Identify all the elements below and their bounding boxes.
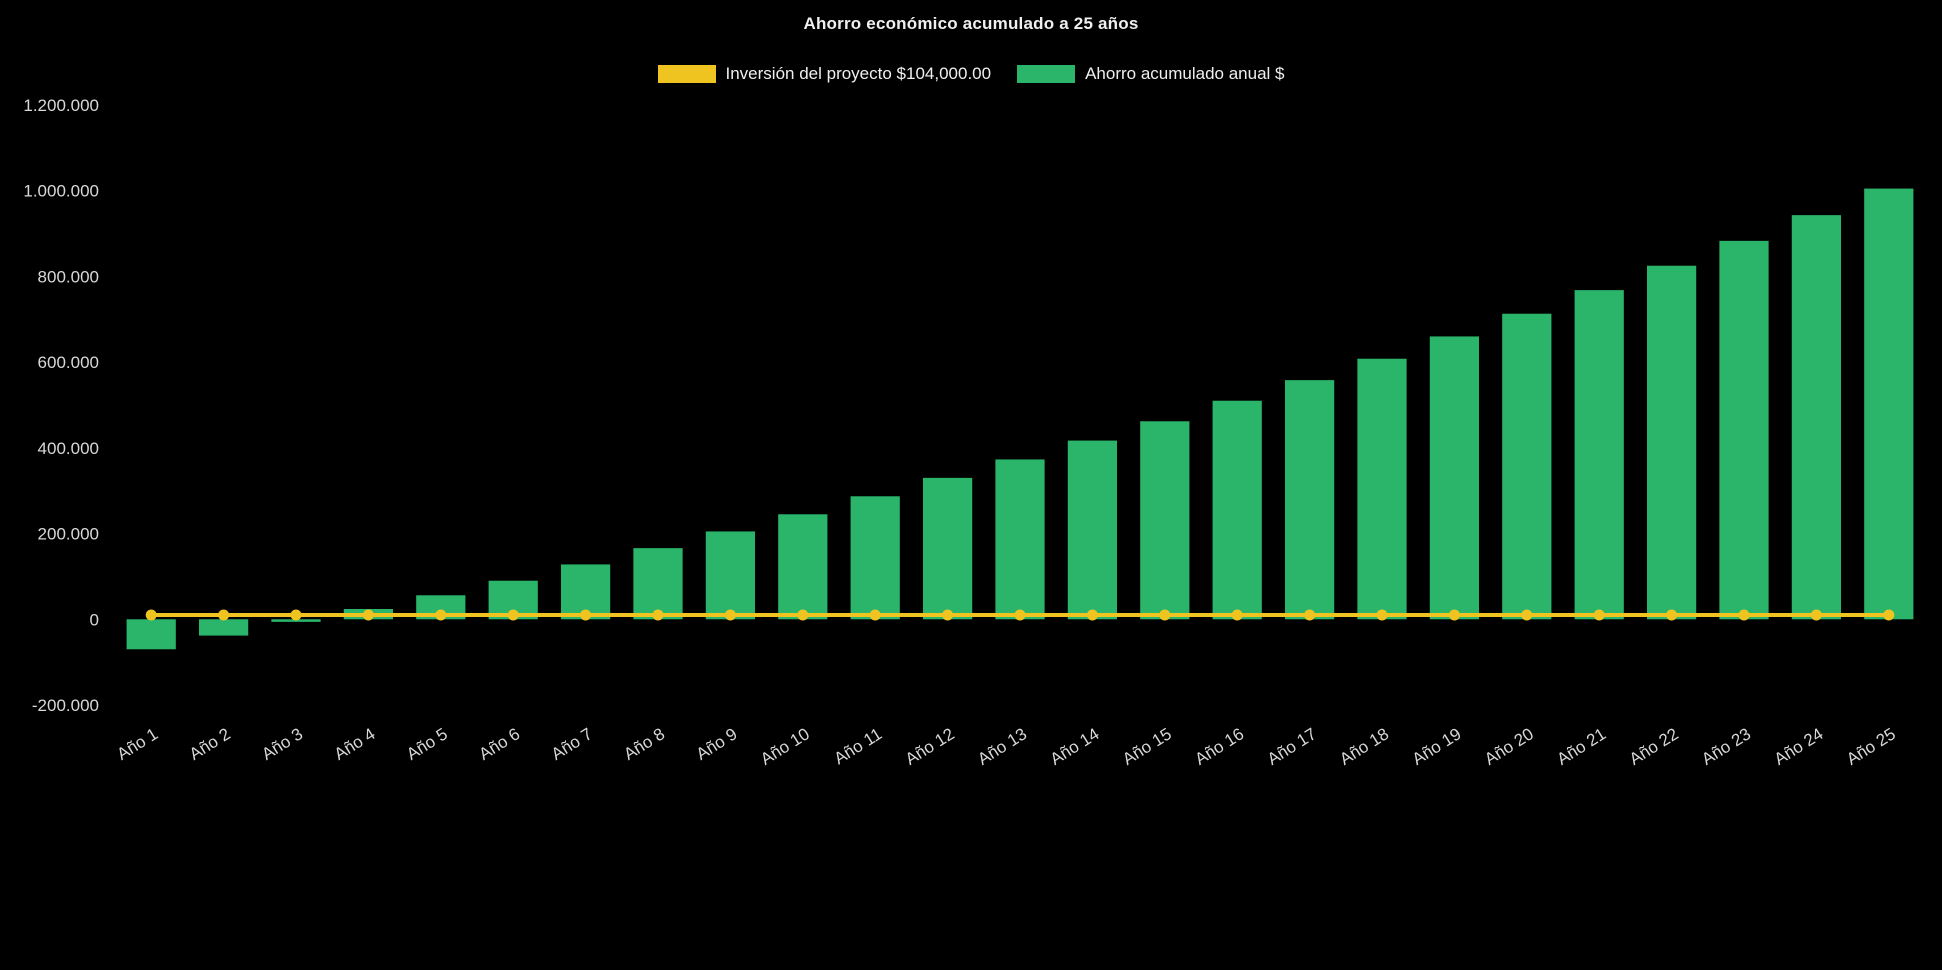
investment-point-year-13[interactable] — [1014, 609, 1026, 621]
legend-label-investment: Inversión del proyecto $104,000.00 — [725, 64, 992, 83]
x-axis-label-Año 2: Año 2 — [186, 724, 234, 764]
bar-year-18[interactable] — [1357, 358, 1407, 620]
bar-year-9[interactable] — [705, 531, 756, 620]
x-axis-label-Año 23: Año 23 — [1698, 724, 1754, 769]
y-axis-label-1.000.000: 1.000.000 — [23, 182, 99, 201]
x-axis-label-Año 20: Año 20 — [1481, 724, 1537, 769]
investment-point-year-19[interactable] — [1448, 609, 1460, 621]
bar-year-20[interactable] — [1502, 313, 1552, 620]
investment-point-year-11[interactable] — [869, 609, 881, 621]
investment-point-year-3[interactable] — [290, 609, 302, 621]
y-axis-label--200.000: -200.000 — [32, 696, 99, 715]
x-axis-label-Año 3: Año 3 — [258, 724, 306, 764]
y-axis-label-1.200.000: 1.200.000 — [23, 96, 99, 115]
investment-point-year-15[interactable] — [1159, 609, 1171, 621]
investment-point-year-1[interactable] — [145, 609, 157, 621]
investment-point-year-22[interactable] — [1666, 609, 1678, 621]
investment-point-year-4[interactable] — [362, 609, 374, 621]
x-axis-label-Año 15: Año 15 — [1119, 724, 1175, 769]
bar-year-1[interactable] — [126, 619, 176, 650]
x-axis-label-Año 16: Año 16 — [1192, 724, 1248, 769]
bar-year-12[interactable] — [922, 477, 973, 620]
investment-point-year-24[interactable] — [1810, 609, 1822, 621]
investment-point-year-23[interactable] — [1738, 609, 1750, 621]
x-axis-label-Año 1: Año 1 — [114, 724, 162, 764]
bar-year-14[interactable] — [1067, 440, 1118, 620]
investment-point-year-7[interactable] — [580, 609, 592, 621]
x-axis-label-Año 5: Año 5 — [403, 724, 451, 764]
bar-year-15[interactable] — [1140, 421, 1190, 620]
x-axis-label-Año 9: Año 9 — [693, 724, 741, 764]
investment-point-year-21[interactable] — [1593, 609, 1605, 621]
x-axis-label-Año 25: Año 25 — [1843, 724, 1899, 769]
investment-point-year-2[interactable] — [218, 609, 230, 621]
investment-point-year-20[interactable] — [1521, 609, 1533, 621]
bar-year-19[interactable] — [1429, 336, 1480, 620]
bar-year-23[interactable] — [1719, 240, 1769, 620]
bar-year-25[interactable] — [1864, 188, 1914, 620]
x-axis-label-Año 10: Año 10 — [757, 724, 813, 769]
bar-year-13[interactable] — [995, 459, 1045, 620]
bar-year-16[interactable] — [1212, 400, 1262, 620]
investment-line-swatch — [657, 65, 716, 83]
investment-point-year-8[interactable] — [652, 609, 664, 621]
y-axis-label-600.000: 600.000 — [38, 353, 99, 372]
bar-year-22[interactable] — [1646, 265, 1697, 620]
x-axis-label-Año 22: Año 22 — [1626, 724, 1682, 769]
legend-item-investment[interactable]: Inversión del proyecto $104,000.00 — [657, 64, 992, 84]
investment-point-year-12[interactable] — [942, 609, 954, 621]
y-axis-label-200.000: 200.000 — [38, 525, 99, 544]
investment-point-year-18[interactable] — [1376, 609, 1388, 621]
investment-point-year-17[interactable] — [1304, 609, 1316, 621]
y-axis-label-0: 0 — [90, 610, 99, 629]
x-axis-label-Año 19: Año 19 — [1409, 724, 1465, 769]
bar-year-17[interactable] — [1284, 380, 1335, 620]
x-axis-label-Año 11: Año 11 — [831, 724, 886, 768]
investment-point-year-14[interactable] — [1086, 609, 1098, 621]
x-axis-label-Año 6: Año 6 — [476, 724, 524, 764]
x-axis-label-Año 13: Año 13 — [974, 724, 1030, 769]
bar-year-8[interactable] — [633, 548, 683, 620]
investment-point-year-10[interactable] — [797, 609, 809, 621]
investment-point-year-9[interactable] — [724, 609, 736, 621]
chart-title: Ahorro económico acumulado a 25 años — [803, 14, 1139, 33]
legend-label-savings: Ahorro acumulado anual $ — [1085, 64, 1285, 83]
bar-year-3[interactable] — [271, 619, 321, 622]
x-axis-label-Año 14: Año 14 — [1047, 724, 1103, 769]
bar-year-10[interactable] — [778, 514, 828, 620]
bar-year-21[interactable] — [1574, 290, 1624, 620]
legend-item-savings[interactable]: Ahorro acumulado anual $ — [1017, 64, 1285, 84]
x-axis-label-Año 18: Año 18 — [1336, 724, 1392, 769]
x-axis-label-Año 24: Año 24 — [1771, 724, 1827, 769]
bar-year-2[interactable] — [198, 619, 249, 636]
x-axis-label-Año 7: Año 7 — [548, 724, 596, 764]
x-axis-label-Año 12: Año 12 — [902, 724, 958, 769]
investment-point-year-25[interactable] — [1883, 609, 1895, 621]
x-axis-label-Año 4: Año 4 — [331, 724, 379, 764]
investment-point-year-5[interactable] — [435, 609, 447, 621]
legend: Inversión del proyecto $104,000.00 Ahorr… — [0, 64, 1942, 84]
bar-year-24[interactable] — [1791, 215, 1842, 620]
y-axis-label-800.000: 800.000 — [38, 267, 99, 286]
investment-point-year-6[interactable] — [507, 609, 519, 621]
investment-point-year-16[interactable] — [1231, 609, 1243, 621]
x-axis-label-Año 21: Año 21 — [1554, 724, 1610, 769]
bar-year-11[interactable] — [850, 496, 900, 620]
y-axis-label-400.000: 400.000 — [38, 439, 99, 458]
savings-bar-swatch — [1017, 65, 1076, 83]
x-axis-label-Año 8: Año 8 — [620, 724, 668, 764]
x-axis-label-Año 17: Año 17 — [1264, 724, 1320, 769]
